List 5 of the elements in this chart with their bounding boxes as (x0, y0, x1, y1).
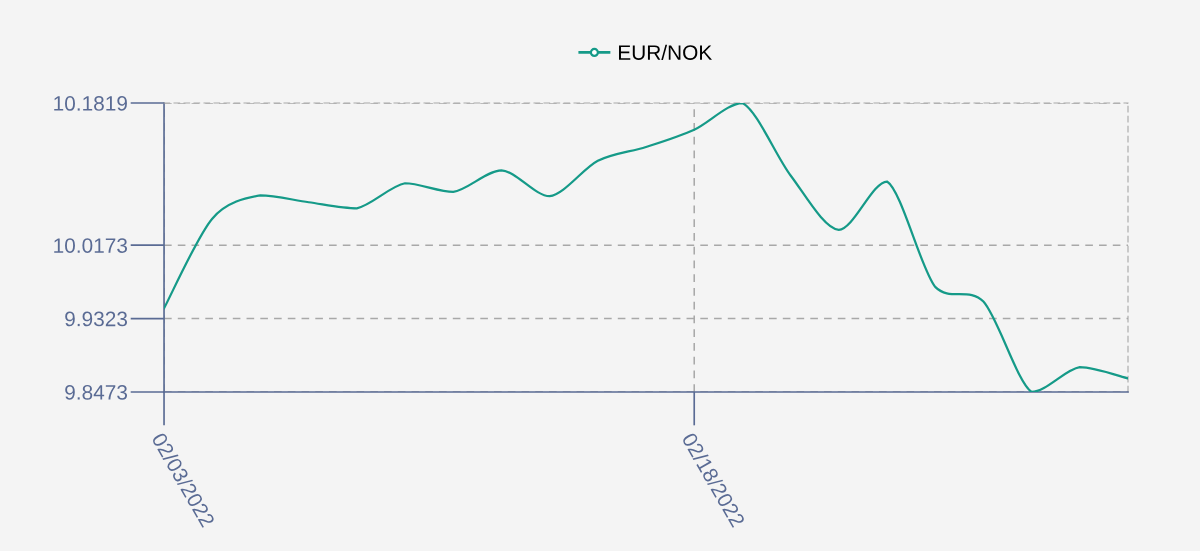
y-tick-label: 9.8473 (65, 384, 128, 400)
legend-label: EUR/NOK (619, 44, 712, 60)
y-tick-label: 9.9323 (65, 311, 128, 327)
y-tick-label: 10.1819 (54, 96, 127, 111)
y-tick-label: 10.0173 (54, 238, 128, 253)
